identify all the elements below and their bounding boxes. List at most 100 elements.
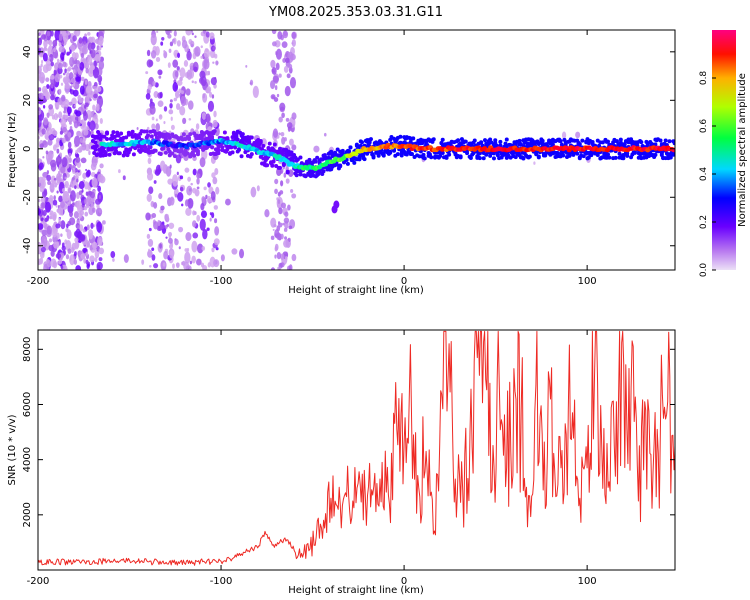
spectrogram-ridge-halo [371,154,376,159]
spectrogram-noise-point [64,180,69,189]
spectrogram-noise-point [176,80,183,86]
spectrogram-noise-point [61,94,66,102]
spectrogram-noise-point [167,62,171,69]
spectrogram-noise-point [200,202,205,211]
top-xtick-label: 100 [578,276,597,287]
spectrogram-noise-point [98,35,104,45]
spectrogram-noise-point [194,46,201,57]
spectrogram-ridge-halo [618,137,623,142]
spectrogram-ridge-halo [107,152,112,157]
spectrogram-noise-point [68,152,72,157]
spectrogram-noise-point [66,67,71,72]
spectrogram-noise-point [58,62,63,70]
spectrogram-noise-point [271,95,275,99]
spectrogram-noise-point [75,228,81,240]
spectrogram-noise-point [194,80,197,84]
spectrogram-noise-point [174,70,179,78]
spectrogram-ridge-halo [479,140,484,145]
spectrogram-noise-point [172,263,175,269]
spectrogram-ridge-halo [315,155,320,160]
spectrogram-noise-point [184,251,191,264]
spectrogram-noise-point [44,135,47,139]
spectrogram-noise-point [146,233,151,239]
spectrogram-noise-point [85,259,89,265]
bottom-ytick-label: 8000 [22,337,33,362]
spectrogram-noise-point [187,53,190,59]
spectrogram-ridge-halo [216,148,221,153]
spectrogram-noise-point [83,206,88,211]
spectrogram-noise-point [83,257,87,264]
spectrogram-ridge-halo [313,159,318,164]
spectrogram-ridge-halo [606,139,611,144]
spectrogram-ridge-halo [613,155,618,160]
spectrogram-noise-point [282,30,289,39]
spectrogram-noise-point [40,63,43,68]
spectrogram-noise-point [272,41,277,47]
spectrogram-noise-point [71,202,75,208]
spectrogram-noise-point [283,239,290,248]
spectrogram-ridge-halo [463,139,468,144]
spectrogram-noise-point [181,203,184,207]
spectrogram-ridge-halo [495,153,500,158]
spectrogram-noise-point [192,168,197,176]
spectrogram-noise-point [99,117,103,125]
spectrogram-noise-point [95,103,100,112]
spectrogram-noise-point [148,59,154,67]
spectrogram-noise-point [252,85,259,98]
spectrogram-noise-point [209,217,212,222]
spectrogram-ridge-halo [146,147,151,152]
spectrogram-noise-point [69,254,75,266]
spectrogram-noise-point [272,75,279,83]
spectrogram-noise-point [40,235,48,249]
spectrogram-noise-point [165,30,171,36]
spectrogram-noise-point [38,223,44,230]
spectrogram-ridge-halo [543,153,548,158]
spectrogram-noise-point [74,251,77,257]
spectrogram-noise-point [75,265,81,270]
spectrogram-ridge-halo [468,155,473,160]
spectrogram-ridge-halo [577,142,582,147]
spectrogram-noise-point [58,111,63,119]
spectrogram-noise-point [209,212,213,216]
top-ytick-label: 20 [22,94,33,107]
spectrogram-noise-point [77,217,80,221]
spectrogram-noise-point [281,112,285,119]
spectrogram-ridge-halo [266,145,271,150]
spectrogram-noise-point [175,154,182,164]
spectrogram-noise-point [41,59,44,64]
spectrogram-noise-point [70,77,76,84]
spectrogram-ridge-halo [358,143,363,148]
spectrogram-noise-point [53,69,57,76]
spectrogram-noise-point [231,248,238,255]
spectrogram-noise-point [291,144,297,151]
spectrogram-noise-point [50,250,55,257]
spectrogram-noise-point [170,116,173,121]
spectrogram-noise-point [282,58,286,63]
spectrogram-noise-point [187,176,191,182]
spectrogram-ridge-halo [148,145,153,150]
spectrogram-noise-point [276,251,282,260]
spectrogram-noise-point [50,84,54,89]
spectrogram-ridge-halo [561,153,566,158]
spectrogram-ridge-halo [439,141,444,146]
spectrogram-noise-point [68,157,72,163]
spectrogram-noise-point [56,114,59,118]
spectrogram-noise-point [186,69,193,80]
spectrogram-noise-point [44,47,48,52]
spectrogram-noise-point [79,61,85,71]
spectrogram-noise-point [38,87,42,92]
spectrogram-ridge-halo [494,143,499,148]
spectrogram-noise-point [168,234,172,239]
spectrogram-ridge-halo [504,137,509,142]
spectrogram-ridge-halo [440,151,445,156]
spectrogram-noise-point [46,170,50,175]
spectrogram-noise-point [45,91,51,101]
spectrogram-ridge-halo [249,135,254,140]
spectrogram-noise-point [73,211,80,219]
spectrogram-noise-point [210,191,216,201]
spectrogram-noise-point [148,186,154,195]
spectrogram-noise-point [61,213,64,216]
spectrogram-noise-point [290,188,294,193]
spectrogram-noise-point [209,32,215,40]
spectrogram-noise-point [178,246,181,250]
